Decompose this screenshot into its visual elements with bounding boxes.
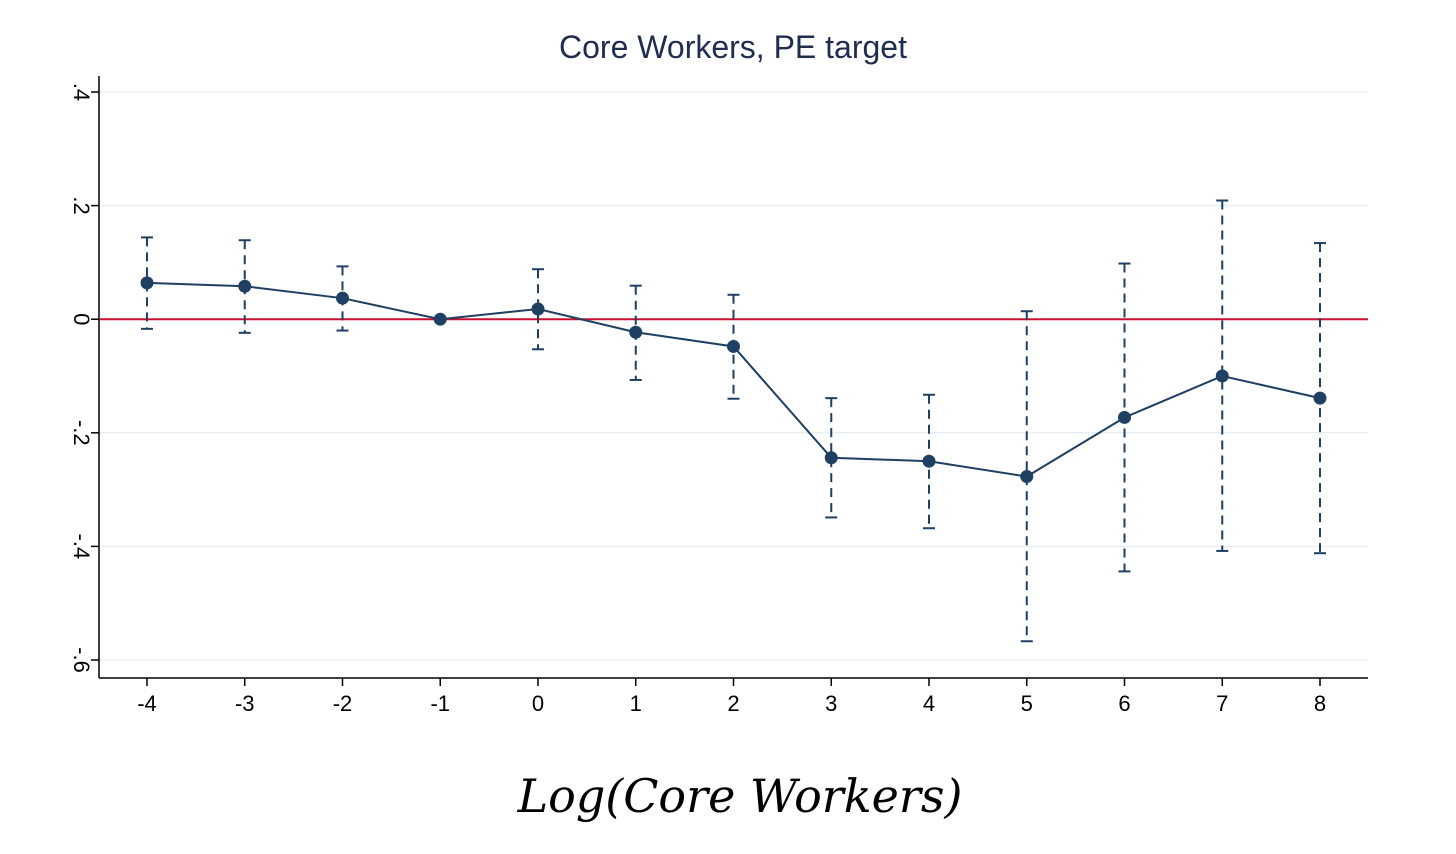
- data-point: [629, 325, 643, 339]
- data-point: [531, 302, 545, 316]
- grid: [100, 91, 1368, 661]
- y-tick-label: .2: [69, 196, 94, 214]
- x-tick-label: 8: [1314, 691, 1326, 716]
- data-point: [1020, 470, 1034, 484]
- x-tick-label: 2: [727, 691, 739, 716]
- x-tick-label: 0: [532, 691, 544, 716]
- x-tick-label: -1: [430, 691, 450, 716]
- x-tick-label: -4: [137, 691, 157, 716]
- x-tick-label: -2: [333, 691, 353, 716]
- data-point: [433, 312, 447, 326]
- data-point: [922, 454, 936, 468]
- x-tick-label: -3: [235, 691, 255, 716]
- x-tick-label: 3: [825, 691, 837, 716]
- data-point: [727, 339, 740, 353]
- data-point: [1118, 410, 1131, 424]
- x-axis-label: Log(Core Workers): [517, 769, 963, 823]
- data-points: [140, 276, 1327, 484]
- data-point: [238, 279, 252, 293]
- y-axis-ticks: .4 .2 0 -.2 -.4 -.6: [69, 83, 99, 673]
- chart-title: Core Workers, PE target: [559, 29, 907, 65]
- x-tick-label: 6: [1118, 691, 1130, 716]
- y-tick-label: -.4: [69, 534, 94, 560]
- y-tick-label: 0: [69, 313, 94, 325]
- x-tick-label: 4: [923, 691, 935, 716]
- x-tick-label: 1: [630, 691, 642, 716]
- data-point: [1215, 369, 1229, 383]
- data-point: [336, 291, 349, 305]
- y-tick-label: -.6: [69, 647, 94, 673]
- x-axis-ticks: -4 -3 -2 -1 0 1 2 3 4 5 6 7 8: [137, 678, 1326, 716]
- y-tick-label: .4: [69, 83, 94, 101]
- data-point: [1313, 391, 1327, 405]
- x-tick-label: 5: [1021, 691, 1033, 716]
- data-point: [140, 276, 154, 290]
- confidence-intervals: [141, 199, 1326, 643]
- x-tick-label: 7: [1216, 691, 1228, 716]
- y-tick-label: -.2: [69, 420, 94, 446]
- data-point: [824, 451, 838, 465]
